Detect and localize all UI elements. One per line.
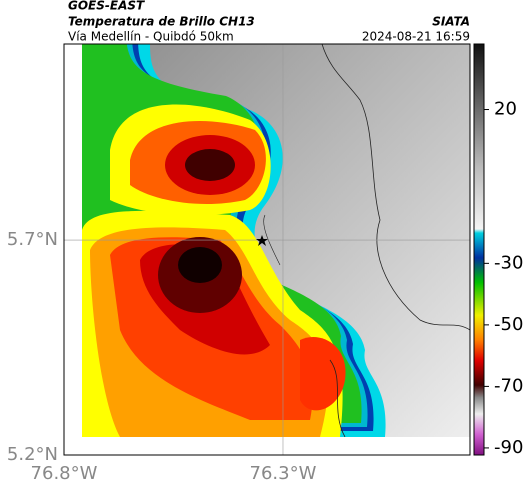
- satellite-name: GOES-EAST: [68, 0, 145, 13]
- x-tick-label: 76.3°W: [250, 463, 317, 484]
- colorbar-tick-label: -70: [494, 375, 523, 396]
- map: [63, 43, 471, 456]
- product-name: Temperatura de Brillo CH13: [68, 15, 255, 29]
- x-tick-label: 76.8°W: [31, 463, 98, 484]
- source-label: SIATA: [432, 15, 470, 29]
- colorbar: [473, 43, 485, 456]
- colorbar-tick-label: -30: [494, 252, 523, 273]
- timestamp: 2024-08-21 16:59: [362, 30, 470, 44]
- imagery: [82, 44, 470, 437]
- y-tick-label: 5.7°N: [7, 229, 58, 250]
- colorbar-tick-label: -50: [494, 314, 523, 335]
- route-label: Vía Medellín - Quibdó 50km: [68, 30, 234, 44]
- location-marker: [256, 235, 268, 246]
- colorbar-tick-label: -90: [494, 437, 523, 458]
- map-border: [63, 43, 471, 456]
- colorbar-tick-label: 20: [494, 99, 517, 120]
- y-tick-label: 5.2°N: [7, 444, 58, 465]
